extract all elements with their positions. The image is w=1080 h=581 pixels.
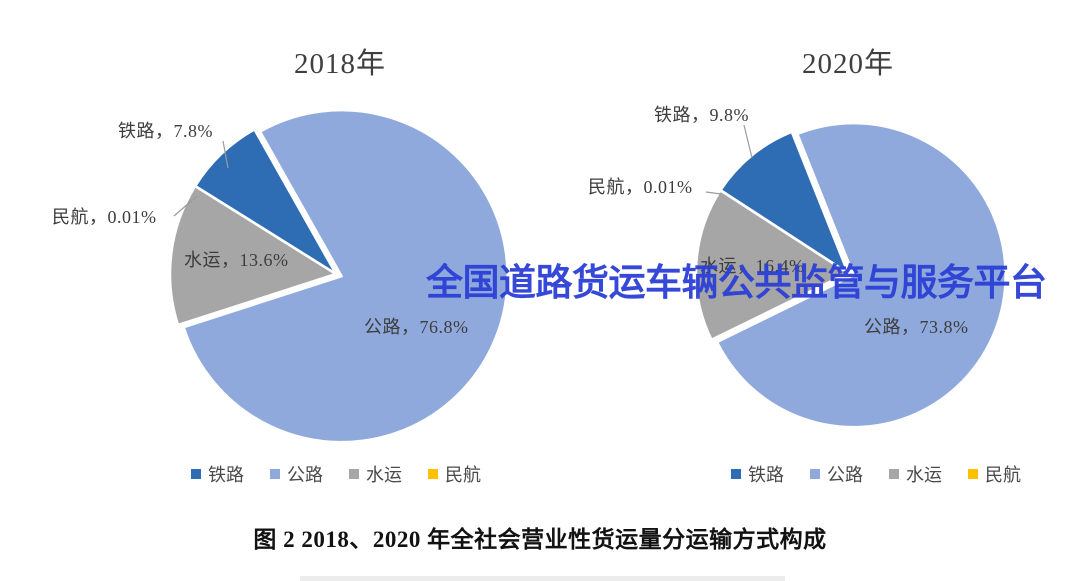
legend-swatch-railway	[191, 469, 201, 479]
legend-item-civil-aviation: 民航	[968, 461, 1021, 487]
legend-item-waterway: 水运	[349, 461, 402, 487]
label-2020-highway: 公路，73.8%	[864, 317, 969, 337]
legend-swatch-highway	[270, 469, 280, 479]
legend-swatch-railway	[731, 469, 741, 479]
legend-2018: 铁路 公路 水运 民航	[136, 461, 536, 487]
bottom-strip	[300, 576, 785, 581]
pie-2018-slice-civil-aviation	[193, 184, 338, 276]
label-2018-civil-aviation: 民航，0.01%	[52, 207, 157, 227]
pie-2020-slice-civil-aviation	[719, 188, 850, 275]
legend-swatch-waterway	[889, 469, 899, 479]
label-2018-railway: 铁路，7.8%	[118, 121, 213, 141]
leader-line-2020-civil-aviation	[705, 191, 722, 195]
pie-2018-slice-highway	[182, 108, 509, 444]
label-2018-waterway: 水运，13.6%	[184, 250, 289, 270]
leader-line-2020-railway	[743, 124, 753, 159]
legend-label-highway: 公路	[827, 465, 863, 485]
leader-line-2018-civil-aviation	[173, 195, 198, 217]
legend-label-highway: 公路	[287, 465, 323, 485]
legend-label-waterway: 水运	[906, 465, 942, 485]
pie-2018-slice-waterway	[168, 184, 338, 327]
legend-label-waterway: 水运	[366, 465, 402, 485]
watermark-text: 全国道路货运车辆公共监管与服务平台	[426, 262, 1047, 303]
legend-label-railway: 铁路	[748, 465, 784, 485]
legend-label-railway: 铁路	[208, 465, 244, 485]
legend-item-highway: 公路	[270, 461, 323, 487]
legend-label-civil-aviation: 民航	[985, 465, 1021, 485]
label-2020-civil-aviation: 民航，0.01%	[588, 177, 693, 197]
legend-item-highway: 公路	[810, 461, 863, 487]
chart-title-2020: 2020年	[801, 48, 894, 80]
legend-item-civil-aviation: 民航	[428, 461, 481, 487]
label-2018-highway: 公路，76.8%	[364, 317, 469, 337]
chart-title-2018: 2018年	[293, 48, 386, 80]
legend-swatch-civil-aviation	[428, 469, 438, 479]
legend-swatch-waterway	[349, 469, 359, 479]
legend-label-civil-aviation: 民航	[445, 465, 481, 485]
legend-item-railway: 铁路	[191, 461, 244, 487]
legend-swatch-highway	[810, 469, 820, 479]
pie-2020-slice-highway	[715, 121, 1007, 429]
legend-swatch-civil-aviation	[968, 469, 978, 479]
figure-caption: 图 2 2018、2020 年全社会营业性货运量分运输方式构成	[253, 527, 827, 552]
legend-item-railway: 铁路	[731, 461, 784, 487]
label-2020-railway: 铁路，9.8%	[654, 105, 749, 125]
legend-item-waterway: 水运	[889, 461, 942, 487]
pie-2020-slice-waterway	[694, 189, 850, 342]
label-2020-waterway: 水运，16.4%	[700, 256, 805, 276]
legend-2020: 铁路 公路 水运 民航	[676, 461, 1076, 487]
leader-line-2018-railway	[222, 140, 229, 169]
